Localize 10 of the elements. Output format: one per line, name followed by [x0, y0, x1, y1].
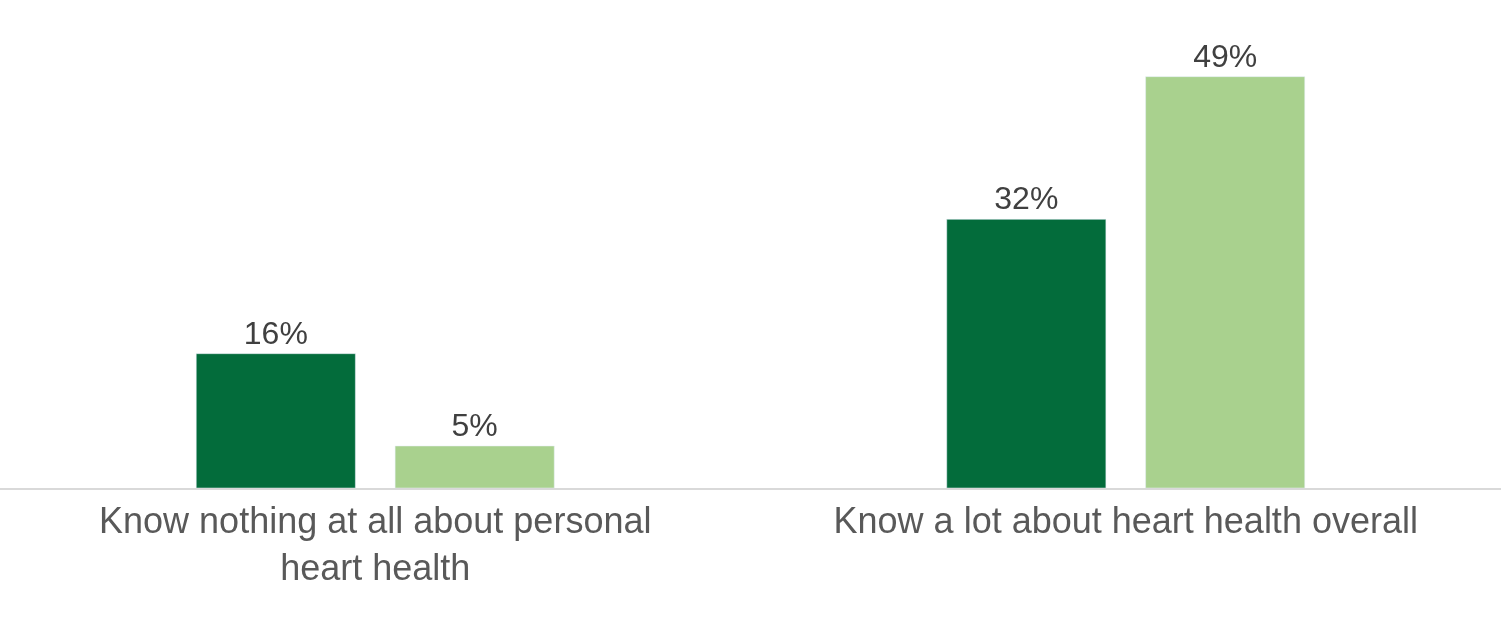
data-label: 16%	[243, 314, 308, 351]
bar	[946, 219, 1107, 488]
x-tick-label: Know a lot about heart health overall	[833, 500, 1418, 542]
bar	[1145, 76, 1305, 488]
bar	[394, 445, 555, 488]
data-label: 49%	[1193, 37, 1258, 74]
x-tick-label: Know nothing at all about personal heart health	[99, 500, 652, 588]
bar	[196, 353, 356, 488]
data-label: 32%	[994, 180, 1059, 217]
data-label: 5%	[451, 407, 498, 444]
